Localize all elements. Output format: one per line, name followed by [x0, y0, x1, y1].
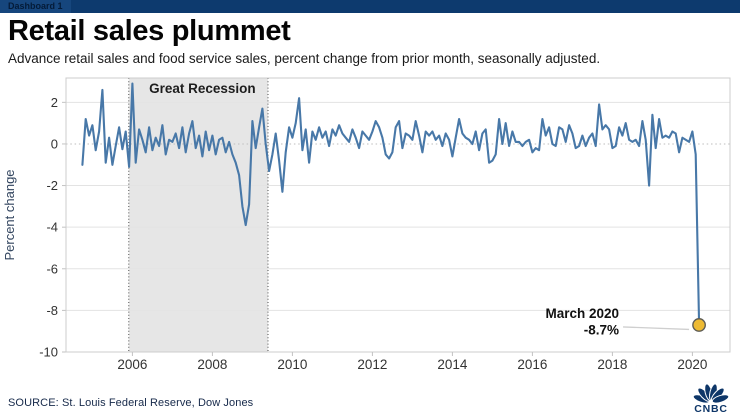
page-subtitle: Advance retail sales and food service sa… — [8, 51, 601, 66]
x-tick-label: 2018 — [597, 357, 627, 372]
annotation-title: March 2020 — [546, 306, 620, 321]
x-tick-label: 2020 — [677, 357, 707, 372]
y-axis-title: Percent change — [2, 169, 17, 260]
y-tick-label: 0 — [51, 136, 58, 151]
annotation-value: -8.7% — [584, 322, 619, 337]
source-text: SOURCE: St. Louis Federal Reserve, Dow J… — [8, 397, 254, 409]
y-tick-label: -6 — [46, 261, 58, 276]
x-tick-label: 2016 — [517, 357, 547, 372]
x-tick-label: 2010 — [277, 357, 307, 372]
peacock-icon — [692, 383, 730, 404]
x-tick-label: 2008 — [197, 357, 227, 372]
retail-sales-line[interactable] — [81, 82, 701, 327]
y-tick-label: -10 — [39, 345, 58, 360]
cnbc-logo: CNBC — [692, 383, 730, 414]
chart-header: Retail sales plummet Advance retail sale… — [8, 15, 732, 67]
annotation-connector — [623, 326, 690, 331]
y-tick-label: 2 — [51, 95, 58, 110]
cnbc-logo-text: CNBC — [694, 403, 728, 414]
plot-border — [65, 77, 731, 353]
page-title: Retail sales plummet — [8, 15, 291, 47]
x-tick-label: 2014 — [437, 357, 468, 372]
x-tick-label: 2006 — [117, 357, 147, 372]
y-tick-label: -2 — [46, 178, 58, 193]
y-tick-label: -8 — [46, 303, 58, 318]
march-2020-dot[interactable] — [692, 318, 706, 332]
dashboard-tab[interactable]: Dashboard 1 — [0, 0, 71, 13]
y-tick-label: -4 — [46, 220, 58, 235]
x-tick-label: 2012 — [357, 357, 387, 372]
recession-band-label: Great Recession — [149, 81, 256, 96]
window-tab-bar: Dashboard 1 — [0, 0, 740, 13]
